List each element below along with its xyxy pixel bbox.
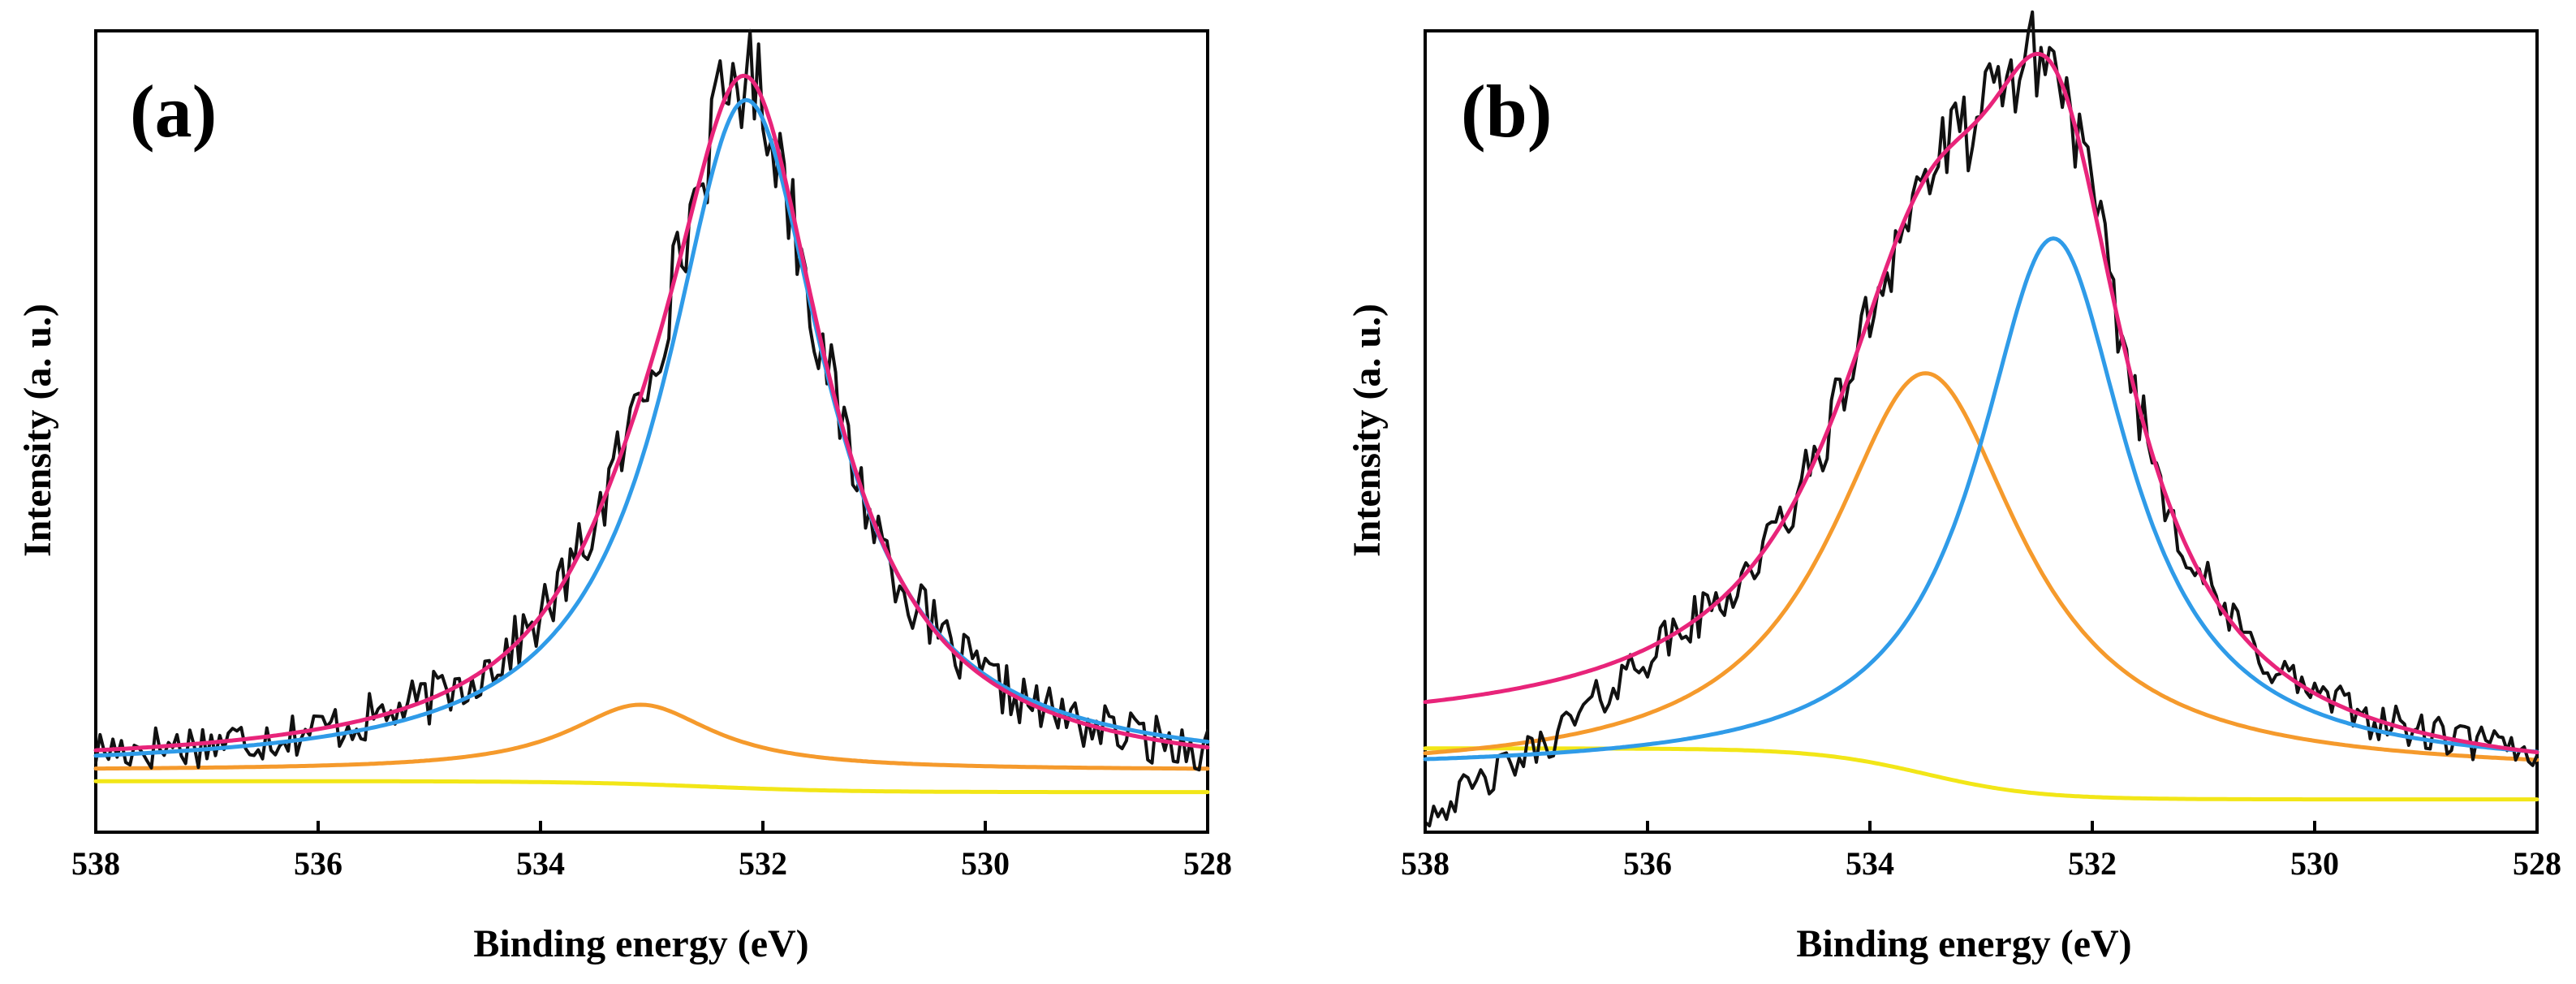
panel-label: (b) (1461, 70, 1552, 153)
x-axis-tick-labels: 538 536 534 532 530 528 (71, 845, 1232, 882)
x-axis-label: Binding energy (eV) (1796, 922, 2131, 965)
x-axis-ticks (1424, 821, 2539, 832)
x-axis-ticks (94, 821, 1209, 832)
x-tick-label: 528 (1183, 845, 1232, 882)
plot-frame (1424, 29, 2539, 834)
series-background-line (1423, 746, 2539, 802)
panel-label: (a) (130, 70, 217, 153)
x-tick-label: 528 (2513, 845, 2561, 882)
x-tick-label: 532 (739, 845, 787, 882)
x-axis-label: Binding energy (eV) (473, 922, 808, 965)
series-peak2-line (1423, 371, 2539, 762)
x-tick-label: 534 (1846, 845, 1894, 882)
x-tick-label: 534 (516, 845, 565, 882)
x-tick-label: 538 (71, 845, 120, 882)
series-raw-line (94, 28, 1209, 772)
plot-area (93, 28, 1210, 795)
x-tick-label: 536 (294, 845, 342, 882)
series-raw-line (1424, 10, 2539, 828)
series-background-line (93, 779, 1210, 795)
plot-area (1423, 10, 2539, 828)
panel-a: 538 536 534 532 530 528 Binding energy (… (16, 28, 1232, 965)
x-tick-label: 530 (2290, 845, 2339, 882)
series-peak2-line (93, 702, 1210, 771)
series-envelope-line (1423, 51, 2539, 755)
x-tick-label: 530 (961, 845, 1010, 882)
y-axis-label: Intensity (a. u.) (1346, 304, 1389, 557)
series-peak1-line (1423, 236, 2539, 762)
series-peak1-line (93, 97, 1210, 758)
x-tick-label: 538 (1401, 845, 1450, 882)
plot-frame (94, 29, 1209, 834)
x-tick-label: 532 (2068, 845, 2117, 882)
panel-b: 538 536 534 532 530 528 Binding energy (… (1346, 10, 2561, 965)
y-axis-label: Intensity (a. u.) (16, 304, 59, 557)
x-axis-tick-labels: 538 536 534 532 530 528 (1401, 845, 2561, 882)
series-envelope-line (93, 73, 1210, 753)
x-tick-label: 536 (1623, 845, 1672, 882)
